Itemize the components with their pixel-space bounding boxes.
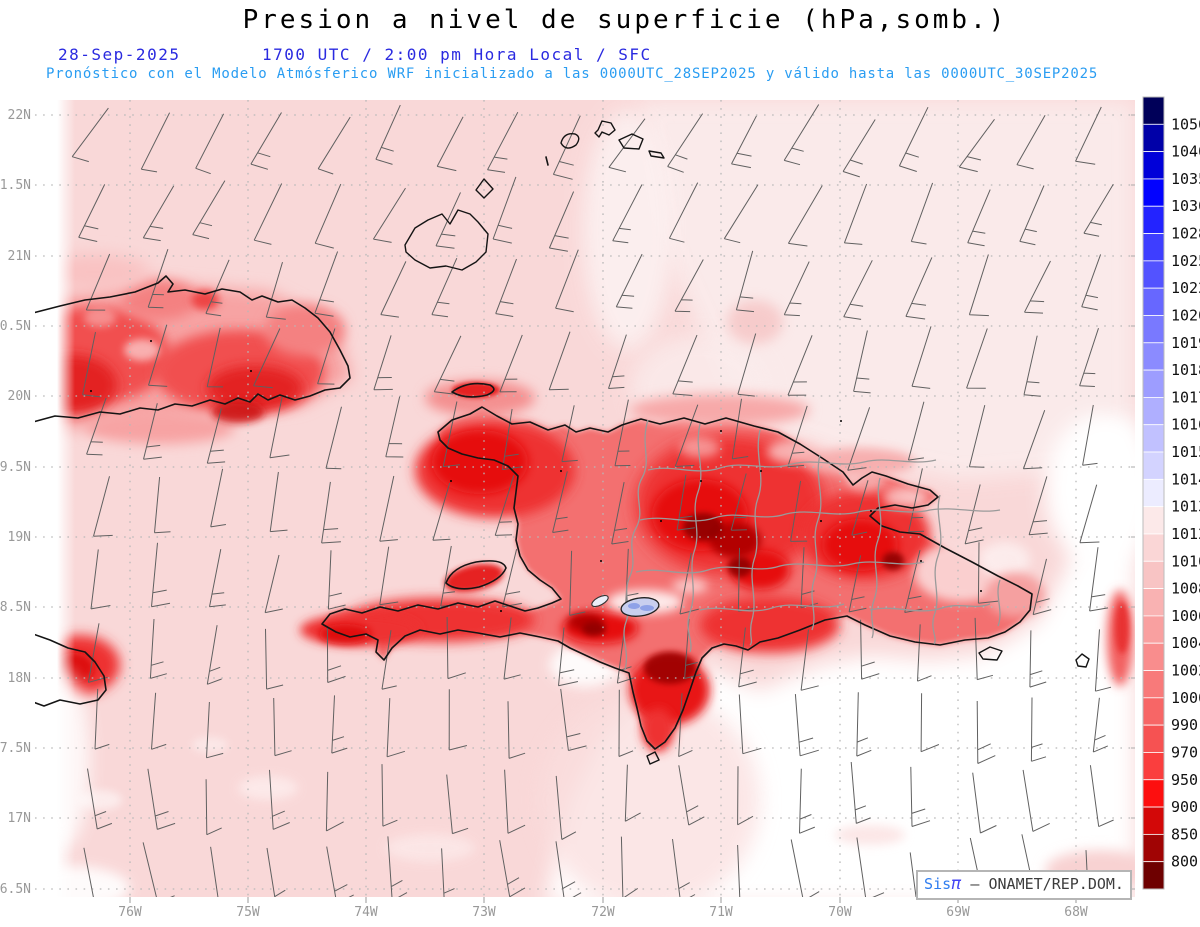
svg-text:1018: 1018 xyxy=(1171,361,1200,379)
svg-text:1010: 1010 xyxy=(1171,552,1200,570)
coastline-jamaica xyxy=(35,633,107,707)
island-tortuga xyxy=(451,382,495,398)
svg-text:76W: 76W xyxy=(118,905,142,920)
svg-text:990: 990 xyxy=(1171,716,1198,734)
svg-text:7.5N: 7.5N xyxy=(0,741,31,756)
svg-text:72W: 72W xyxy=(591,905,615,920)
valid-time: 1700 UTC / 2:00 pm Hora Local / SFC xyxy=(262,45,652,64)
branding-agency: – ONAMET/REP.DOM. xyxy=(961,875,1124,893)
svg-text:1020: 1020 xyxy=(1171,306,1200,324)
coastlines xyxy=(35,120,1090,765)
svg-text:1040: 1040 xyxy=(1171,143,1200,161)
svg-text:71W: 71W xyxy=(709,905,733,920)
svg-text:17N: 17N xyxy=(8,811,31,826)
pi-symbol: π xyxy=(951,874,962,894)
svg-text:21N: 21N xyxy=(8,249,31,264)
province-borders xyxy=(623,419,1001,671)
svg-text:850: 850 xyxy=(1171,825,1198,843)
island-mona xyxy=(1075,653,1090,668)
svg-text:19N: 19N xyxy=(8,530,31,545)
svg-text:1013: 1013 xyxy=(1171,498,1200,516)
svg-text:20N: 20N xyxy=(8,389,31,404)
svg-text:1025: 1025 xyxy=(1171,252,1200,270)
svg-text:1050: 1050 xyxy=(1171,115,1200,133)
lakes xyxy=(591,594,660,617)
forecast-date: 28-Sep-2025 xyxy=(58,45,181,64)
island-tiny-dash xyxy=(545,156,549,166)
svg-text:1008: 1008 xyxy=(1171,580,1200,598)
svg-text:1012: 1012 xyxy=(1171,525,1200,543)
svg-text:970: 970 xyxy=(1171,743,1198,761)
svg-text:1006: 1006 xyxy=(1171,607,1200,625)
branding-sis: Sis xyxy=(924,875,952,893)
island-caicos-3 xyxy=(618,133,644,150)
svg-text:1028: 1028 xyxy=(1171,225,1200,243)
island-great-inagua xyxy=(404,209,489,271)
island-little-inagua xyxy=(475,178,494,199)
svg-text:1015: 1015 xyxy=(1171,443,1200,461)
svg-text:22N: 22N xyxy=(8,108,31,123)
svg-text:1019: 1019 xyxy=(1171,334,1200,352)
svg-text:8.5N: 8.5N xyxy=(0,600,31,615)
longitude-labels: 76W 75W 74W 73W 72W 71W 70W 69W 68W xyxy=(118,905,1088,920)
svg-text:1017: 1017 xyxy=(1171,388,1200,406)
svg-text:73W: 73W xyxy=(472,905,496,920)
svg-text:1014: 1014 xyxy=(1171,470,1200,488)
lake-enriquillo xyxy=(620,597,660,617)
wind-barbs xyxy=(71,104,1114,897)
svg-text:9.5N: 9.5N xyxy=(0,460,31,475)
island-caicos-2 xyxy=(594,120,616,138)
svg-text:1030: 1030 xyxy=(1171,197,1200,215)
island-caicos-1 xyxy=(560,133,580,149)
pressure-shading xyxy=(35,100,1135,897)
island-caicos-4 xyxy=(648,150,665,159)
svg-text:900: 900 xyxy=(1171,798,1198,816)
svg-text:0.5N: 0.5N xyxy=(0,319,31,334)
island-beata xyxy=(646,751,660,765)
svg-text:1022: 1022 xyxy=(1171,279,1200,297)
svg-text:1.5N: 1.5N xyxy=(0,178,31,193)
lake-saumatre xyxy=(591,594,609,608)
pressure-colorbar: 1050 1040 1035 1030 1028 1025 1022 1020 1019 1018… xyxy=(1142,96,1200,890)
svg-text:70W: 70W xyxy=(828,905,852,920)
model-init-line: Pronóstico con el Modelo Atmósferico WRF… xyxy=(46,66,1099,82)
svg-text:800: 800 xyxy=(1171,853,1198,871)
svg-text:1000: 1000 xyxy=(1171,689,1200,707)
svg-text:1035: 1035 xyxy=(1171,170,1200,188)
svg-text:6.5N: 6.5N xyxy=(0,882,31,897)
svg-text:1016: 1016 xyxy=(1171,416,1200,434)
island-gonave xyxy=(445,560,507,590)
svg-text:69W: 69W xyxy=(946,905,970,920)
svg-text:950: 950 xyxy=(1171,771,1198,789)
coastline-cuba xyxy=(35,275,351,423)
svg-text:74W: 74W xyxy=(354,905,378,920)
svg-text:18N: 18N xyxy=(8,671,31,686)
island-saona xyxy=(978,646,1003,661)
branding-box: Sisπ – ONAMET/REP.DOM. xyxy=(916,870,1132,900)
svg-text:1004: 1004 xyxy=(1171,634,1200,652)
coastline-hispaniola xyxy=(321,406,1033,750)
page-title: Presion a nivel de superficie (hPa,somb.… xyxy=(242,5,1008,35)
svg-text:68W: 68W xyxy=(1064,905,1088,920)
station-dots xyxy=(90,340,982,612)
svg-text:75W: 75W xyxy=(236,905,260,920)
latitude-labels: 22N 1.5N 21N 0.5N 20N 9.5N 19N 8.5N 18N 7.5N 17N 6.… xyxy=(0,108,31,897)
svg-text:1002: 1002 xyxy=(1171,662,1200,680)
